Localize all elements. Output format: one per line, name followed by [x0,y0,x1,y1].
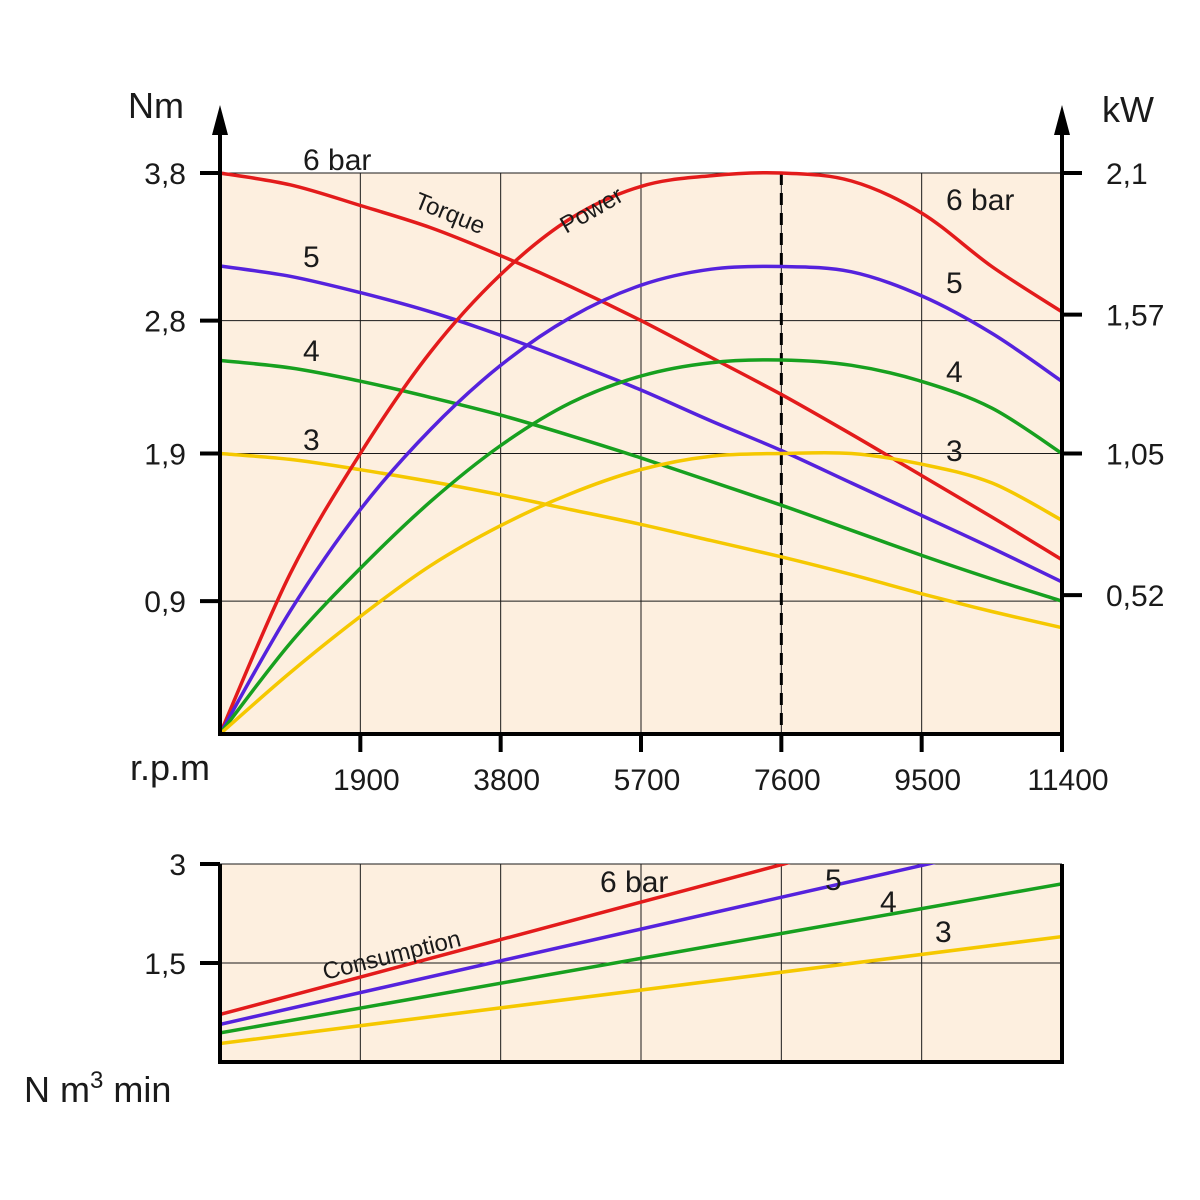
x-unit-label: r.p.m [130,747,210,788]
consumption-line-4-bar [220,882,1062,1035]
right-tick-label: 0,52 [1106,580,1164,613]
power-label-5: 5 [946,267,963,300]
power-label-6: 6 bar [946,184,1014,217]
consumption-line-3-bar [220,934,1062,1046]
right-unit-label: kW [1102,89,1154,130]
x-ticks: 1900 3800 5700 7600 9500 11400 [333,734,1109,797]
torque-label-4: 4 [303,335,320,368]
consumption-label-6: 6 bar [600,866,668,899]
bottom-y-ticks: 1,53 [144,849,220,981]
torque-label-6: 6 bar [303,144,371,177]
x-tick-label: 7600 [754,764,821,797]
x-tick-label: 11400 [1027,764,1108,797]
left-tick-label: 0,9 [144,586,186,619]
power-label-3: 3 [946,435,963,468]
consumption-line-6-bar [220,864,791,1017]
consumption-label-5: 5 [825,864,842,897]
x-tick-label: 5700 [614,764,681,797]
power-curve-6-bar [218,170,1063,735]
left-tick-label: 1,9 [144,439,186,472]
power-curves [218,170,1063,736]
left-y-ticks: 0,9 1,9 2,8 3,8 [144,158,220,619]
torque-curve-3-bar [219,451,1063,630]
bottom-tick-label: 3 [169,849,186,882]
unit-superscript: 3 [90,1067,103,1094]
torque-curve-6-bar [219,171,1063,562]
right-tick-label: 1,05 [1106,439,1164,472]
torque-label-5: 5 [303,241,320,274]
consumption-label-4: 4 [880,886,897,919]
bottom-chart: 1,53 N m3 min Consumption 6 bar 5 4 3 [24,849,1064,1110]
x-tick-label: 1900 [333,764,400,797]
torque-curve-4-bar [219,358,1063,603]
torque-label-3: 3 [303,424,320,457]
top-chart: Nm kW r.p.m 0,9 1,9 2,8 3,8 0,52 1,05 1,57 2,1… [128,85,1164,797]
left-axis-arrow-icon [212,105,228,135]
consumption-unit-label: N m3 min [24,1067,171,1110]
power-curve-5-bar [218,264,1063,735]
right-axis-arrow-icon [1054,105,1070,135]
consumption-lines [220,864,1062,1046]
left-tick-label: 3,8 [144,158,186,191]
right-tick-label: 1,57 [1106,300,1164,333]
consumption-label-3: 3 [935,916,952,949]
power-curve-4-bar [218,358,1063,736]
power-label-4: 4 [946,356,963,389]
power-curve-3-bar [218,450,1063,736]
consumption-line-5-bar [220,864,937,1027]
bottom-tick-label: 1,5 [144,948,186,981]
left-tick-label: 2,8 [144,306,186,339]
left-unit-label: Nm [128,85,184,126]
right-tick-label: 2,1 [1106,158,1148,191]
right-y-ticks: 0,52 1,05 1,57 2,1 [1062,158,1164,613]
torque-curves [219,171,1063,630]
x-tick-label: 9500 [894,764,961,797]
x-tick-label: 3800 [473,764,540,797]
torque-curve-5-bar [219,264,1063,584]
